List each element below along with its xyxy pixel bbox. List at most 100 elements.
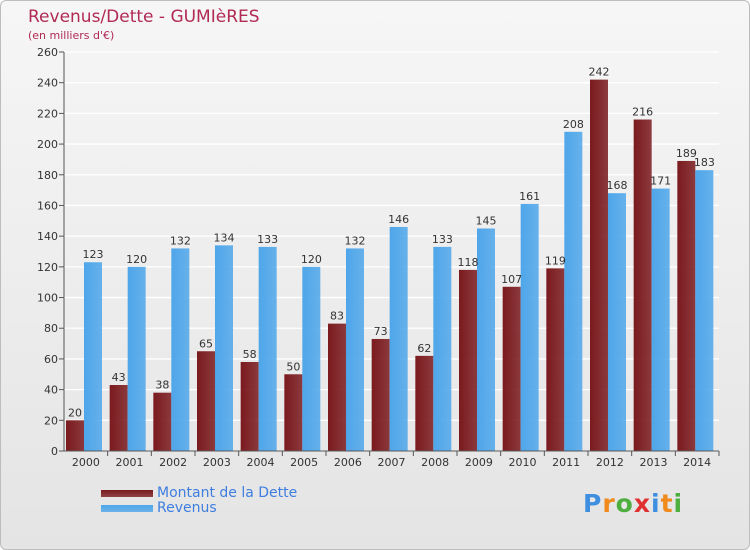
x-tick-label: 2011 xyxy=(552,456,580,469)
chart-subtitle: (en milliers d'€) xyxy=(28,29,115,42)
y-tick-label: 140 xyxy=(37,230,58,243)
bar-revenus xyxy=(346,248,364,451)
bar-revenus xyxy=(127,266,146,451)
logo-letter: i xyxy=(651,489,661,518)
logo-letter: x xyxy=(633,489,651,518)
x-tick-label: 2014 xyxy=(683,456,711,469)
y-tick-label: 180 xyxy=(37,169,58,182)
y-tick-label: 60 xyxy=(44,353,58,366)
bar-revenus xyxy=(215,245,233,451)
bar-dette xyxy=(66,420,84,451)
data-label: 216 xyxy=(632,106,653,119)
logo-letter: t xyxy=(660,489,674,518)
data-label: 120 xyxy=(126,253,147,266)
data-label: 62 xyxy=(417,342,431,355)
data-label: 73 xyxy=(374,325,388,338)
data-label: 183 xyxy=(694,156,715,169)
x-tick-label: 2012 xyxy=(596,456,624,469)
y-tick-label: 40 xyxy=(44,384,58,397)
y-tick-label: 200 xyxy=(37,138,58,151)
x-tick-label: 2000 xyxy=(72,456,100,469)
proxiti-logo: Proxiti xyxy=(583,489,683,518)
x-tick-label: 2006 xyxy=(334,456,362,469)
bar-dette xyxy=(284,374,303,451)
bars xyxy=(66,79,714,452)
data-label: 43 xyxy=(112,371,126,384)
bar-revenus xyxy=(608,193,626,451)
data-label: 168 xyxy=(607,179,628,192)
y-tick-label: 80 xyxy=(44,322,58,335)
x-tick-label: 2001 xyxy=(116,456,144,469)
x-tick-label: 2008 xyxy=(421,456,449,469)
legend-label-dette: Montant de la Dette xyxy=(157,485,298,501)
bar-dette xyxy=(677,160,696,451)
x-tick-label: 2007 xyxy=(378,456,406,469)
bar-dette xyxy=(240,361,259,451)
legend-swatch-revenus xyxy=(101,505,153,512)
x-tick-label: 2003 xyxy=(203,456,231,469)
bar-revenus xyxy=(564,131,583,452)
bar-dette xyxy=(459,269,477,451)
chart-title: Revenus/Dette - GUMIèRES xyxy=(28,7,260,27)
data-label: 242 xyxy=(589,66,610,79)
data-label: 132 xyxy=(170,234,191,247)
data-label: 133 xyxy=(257,233,278,246)
bar-dette xyxy=(633,119,652,452)
data-label: 118 xyxy=(458,256,479,269)
data-label: 189 xyxy=(676,147,697,160)
data-label: 65 xyxy=(199,337,213,350)
data-label: 50 xyxy=(286,360,300,373)
logo-letter: P xyxy=(583,489,603,518)
x-tick-label: 2002 xyxy=(159,456,187,469)
y-tick-label: 240 xyxy=(37,77,58,90)
data-label: 20 xyxy=(68,406,82,419)
y-tick-label: 0 xyxy=(51,445,58,458)
bar-dette xyxy=(590,79,608,451)
bar-dette xyxy=(328,323,346,451)
bar-revenus xyxy=(258,246,277,451)
x-tick-label: 2013 xyxy=(640,456,668,469)
bar-revenus xyxy=(302,266,321,451)
bar-dette xyxy=(371,338,390,451)
bar-revenus xyxy=(433,246,452,451)
y-tick-label: 260 xyxy=(37,46,58,59)
data-labels: 20 123 43 120 38 132 65 134 58 133 50 120 83 132 73 146… xyxy=(68,66,715,420)
data-label: 208 xyxy=(563,118,584,131)
bar-dette xyxy=(502,286,521,451)
legend-swatch-dette xyxy=(101,490,153,497)
y-tick-label: 160 xyxy=(37,199,58,212)
bar-dette xyxy=(197,351,215,451)
bar-revenus xyxy=(520,203,539,451)
data-label: 145 xyxy=(476,214,497,227)
data-label: 133 xyxy=(432,233,453,246)
logo-letter: r xyxy=(602,489,616,518)
logo-letter: o xyxy=(615,489,634,518)
bar-revenus xyxy=(389,226,408,451)
logo-letter: i xyxy=(673,489,684,518)
bar-dette xyxy=(153,392,172,451)
data-label: 161 xyxy=(519,190,540,203)
data-label: 123 xyxy=(83,248,104,261)
legend-label-revenus: Revenus xyxy=(157,500,217,516)
x-tick-label: 2004 xyxy=(247,456,275,469)
data-label: 146 xyxy=(388,213,409,226)
x-tick-label: 2005 xyxy=(290,456,318,469)
bar-revenus xyxy=(84,262,102,451)
bar-dette xyxy=(109,385,128,451)
data-label: 134 xyxy=(214,231,235,244)
y-tick-label: 220 xyxy=(37,107,58,120)
bar-revenus xyxy=(695,170,714,451)
data-label: 107 xyxy=(501,273,522,286)
x-tick-label: 2009 xyxy=(465,456,493,469)
bar-dette xyxy=(415,355,434,451)
data-label: 171 xyxy=(650,175,671,188)
bar-revenus xyxy=(651,188,670,452)
y-tick-label: 100 xyxy=(37,292,58,305)
data-label: 38 xyxy=(155,379,169,392)
y-tick-label: 120 xyxy=(37,261,58,274)
data-label: 58 xyxy=(243,348,257,361)
y-tick-label: 20 xyxy=(44,414,58,427)
data-label: 119 xyxy=(545,254,566,267)
data-label: 120 xyxy=(301,253,322,266)
